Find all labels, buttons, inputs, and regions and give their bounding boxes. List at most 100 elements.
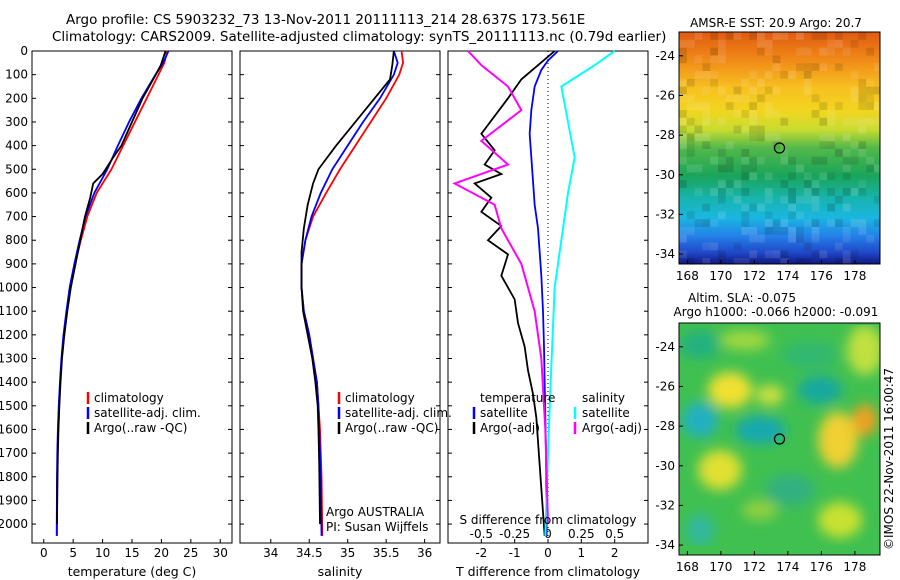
legend-argo-s: Argo(-adj) (582, 421, 642, 435)
sst-cell (757, 234, 765, 243)
depth-tick-label: 200 (5, 91, 28, 105)
sst-cell (702, 63, 711, 71)
sst-cell (764, 195, 773, 204)
sst-cell (796, 234, 804, 243)
sst-cell (811, 203, 820, 212)
sst-cell (725, 32, 734, 40)
sst-cell (694, 164, 703, 173)
sst-cell (718, 55, 726, 64)
difference-legend: temperature satellite Argo(-adj) salinit… (472, 391, 642, 435)
sst-cell (842, 47, 851, 56)
sst-cell (850, 39, 859, 48)
sst-cell (702, 141, 711, 149)
sst-cell (757, 32, 765, 40)
sst-cell (842, 156, 851, 165)
depth-tick-label: 500 (5, 162, 28, 176)
sst-cell (811, 227, 820, 235)
sst-cell (679, 117, 687, 126)
x-tick-label: 15 (124, 546, 139, 560)
sst-cell (733, 110, 742, 118)
argo-location-marker (773, 142, 786, 154)
sst-cell (780, 219, 789, 227)
sst-cell (772, 32, 781, 40)
sst-cell (764, 211, 773, 220)
sst-cell (811, 250, 820, 259)
sst-cell (811, 234, 820, 243)
depth-tick-label: 800 (5, 233, 28, 247)
sst-cell (796, 47, 804, 56)
sst-cell (764, 102, 773, 110)
sst-cell (835, 258, 843, 264)
sst-cell (858, 227, 867, 235)
map-x-tick-label: 176 (810, 560, 833, 574)
series-line (452, 50, 549, 525)
difference-xlabel-t: T difference from climatology (455, 564, 641, 579)
sst-cell (679, 86, 687, 95)
sst-cell (702, 110, 711, 118)
sst-cell (733, 242, 742, 251)
map-x-tick-label: 170 (709, 560, 732, 574)
series-line (300, 50, 395, 525)
sst-cell (803, 78, 812, 87)
sst-cell (803, 86, 812, 95)
sla-map-title: Altim. SLA: -0.075 (688, 291, 796, 305)
depth-tick-label: 100 (5, 68, 28, 82)
map-y-tick-label: -34 (655, 247, 675, 261)
legend-argo-t: Argo(-adj) (480, 421, 540, 435)
sst-cell (749, 102, 757, 110)
sst-cell (780, 117, 789, 126)
sst-cell (702, 133, 711, 142)
sst-cell (710, 219, 718, 227)
sst-cell (679, 234, 687, 243)
sst-cell (749, 172, 757, 181)
sst-cell (819, 32, 828, 40)
x-tick2-label: 0.5 (605, 527, 624, 541)
sst-cell (702, 86, 711, 95)
sst-cell (749, 110, 757, 118)
sst-cell (725, 102, 734, 110)
sst-cell (874, 63, 880, 71)
x-tick-label: 2 (611, 546, 619, 560)
depth-axis: 0 100 200 300 400 500 600 700 800 900 1000 1100 1200… (0, 44, 28, 531)
sst-cell (679, 47, 687, 56)
difference-plot: -2 -1 0 1 2 -0.5 -0.25 0 0.25 0.5 (448, 50, 648, 560)
sst-cell (757, 133, 765, 142)
sst-cell (827, 133, 835, 142)
sst-cell (718, 180, 726, 188)
sst-cell (819, 47, 828, 56)
sst-cell (835, 195, 843, 204)
depth-tick-label: 1200 (0, 328, 28, 342)
sst-cell (718, 86, 726, 95)
sst-cell (718, 149, 726, 157)
sst-cell (718, 258, 726, 264)
sst-cell (694, 125, 703, 134)
x-tick2-label: 0.25 (568, 527, 595, 541)
sst-cell (686, 78, 695, 87)
sst-cell (819, 250, 828, 259)
sst-cell (866, 102, 874, 110)
sst-cell (718, 188, 726, 196)
temperature-legend: climatology satellite-adj. clim. Argo(..… (86, 391, 201, 435)
sst-cell (741, 125, 750, 134)
sst-cell (686, 94, 695, 103)
legend-argo: Argo(..raw -QC) (94, 421, 187, 435)
sst-cell (842, 133, 851, 142)
x-tick-label: 5 (69, 546, 77, 560)
sst-cell (803, 242, 812, 251)
depth-tick-label: 2000 (0, 517, 28, 531)
sst-cell (741, 172, 750, 181)
sst-cell (749, 32, 757, 40)
sst-cell (718, 39, 726, 48)
sst-cell (694, 55, 703, 64)
sst-cell (741, 211, 750, 220)
temperature-panel (31, 50, 233, 544)
x-tick-label: 34 (263, 546, 278, 560)
sst-cell (749, 156, 757, 165)
depth-tick-label: 300 (5, 115, 28, 129)
legend-satellite-t: satellite (480, 406, 528, 420)
sst-cell (827, 39, 835, 48)
sst-cell (835, 63, 843, 71)
sst-cell (710, 32, 718, 40)
sst-cell (741, 149, 750, 157)
